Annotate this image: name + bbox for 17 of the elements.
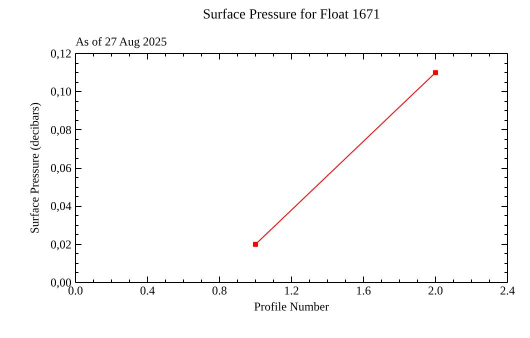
x-tick-label: 2.4 [500, 284, 515, 298]
chart-subtitle: As of 27 Aug 2025 [76, 34, 167, 48]
y-tick-label: 0,06 [50, 161, 72, 175]
y-tick-label: 0,10 [50, 84, 72, 99]
y-tick-label: 0,04 [50, 199, 72, 214]
x-tick-label: 1.2 [284, 284, 299, 298]
y-tick-label: 0,02 [50, 237, 72, 252]
y-axis-title: Surface Pressure (decibars) [28, 102, 42, 234]
y-tick-label: 0,08 [50, 122, 72, 137]
x-tick-label: 1.6 [356, 284, 371, 298]
y-tick-label: 0,00 [50, 276, 72, 290]
y-tick-label: 0,12 [50, 46, 72, 60]
x-tick-label: 2.0 [428, 284, 443, 298]
chart-title: Surface Pressure for Float 1671 [202, 8, 380, 22]
x-tick-label: 0.4 [140, 284, 155, 298]
x-tick-label: 0.8 [212, 284, 227, 298]
x-axis-title: Profile Number [254, 300, 329, 314]
